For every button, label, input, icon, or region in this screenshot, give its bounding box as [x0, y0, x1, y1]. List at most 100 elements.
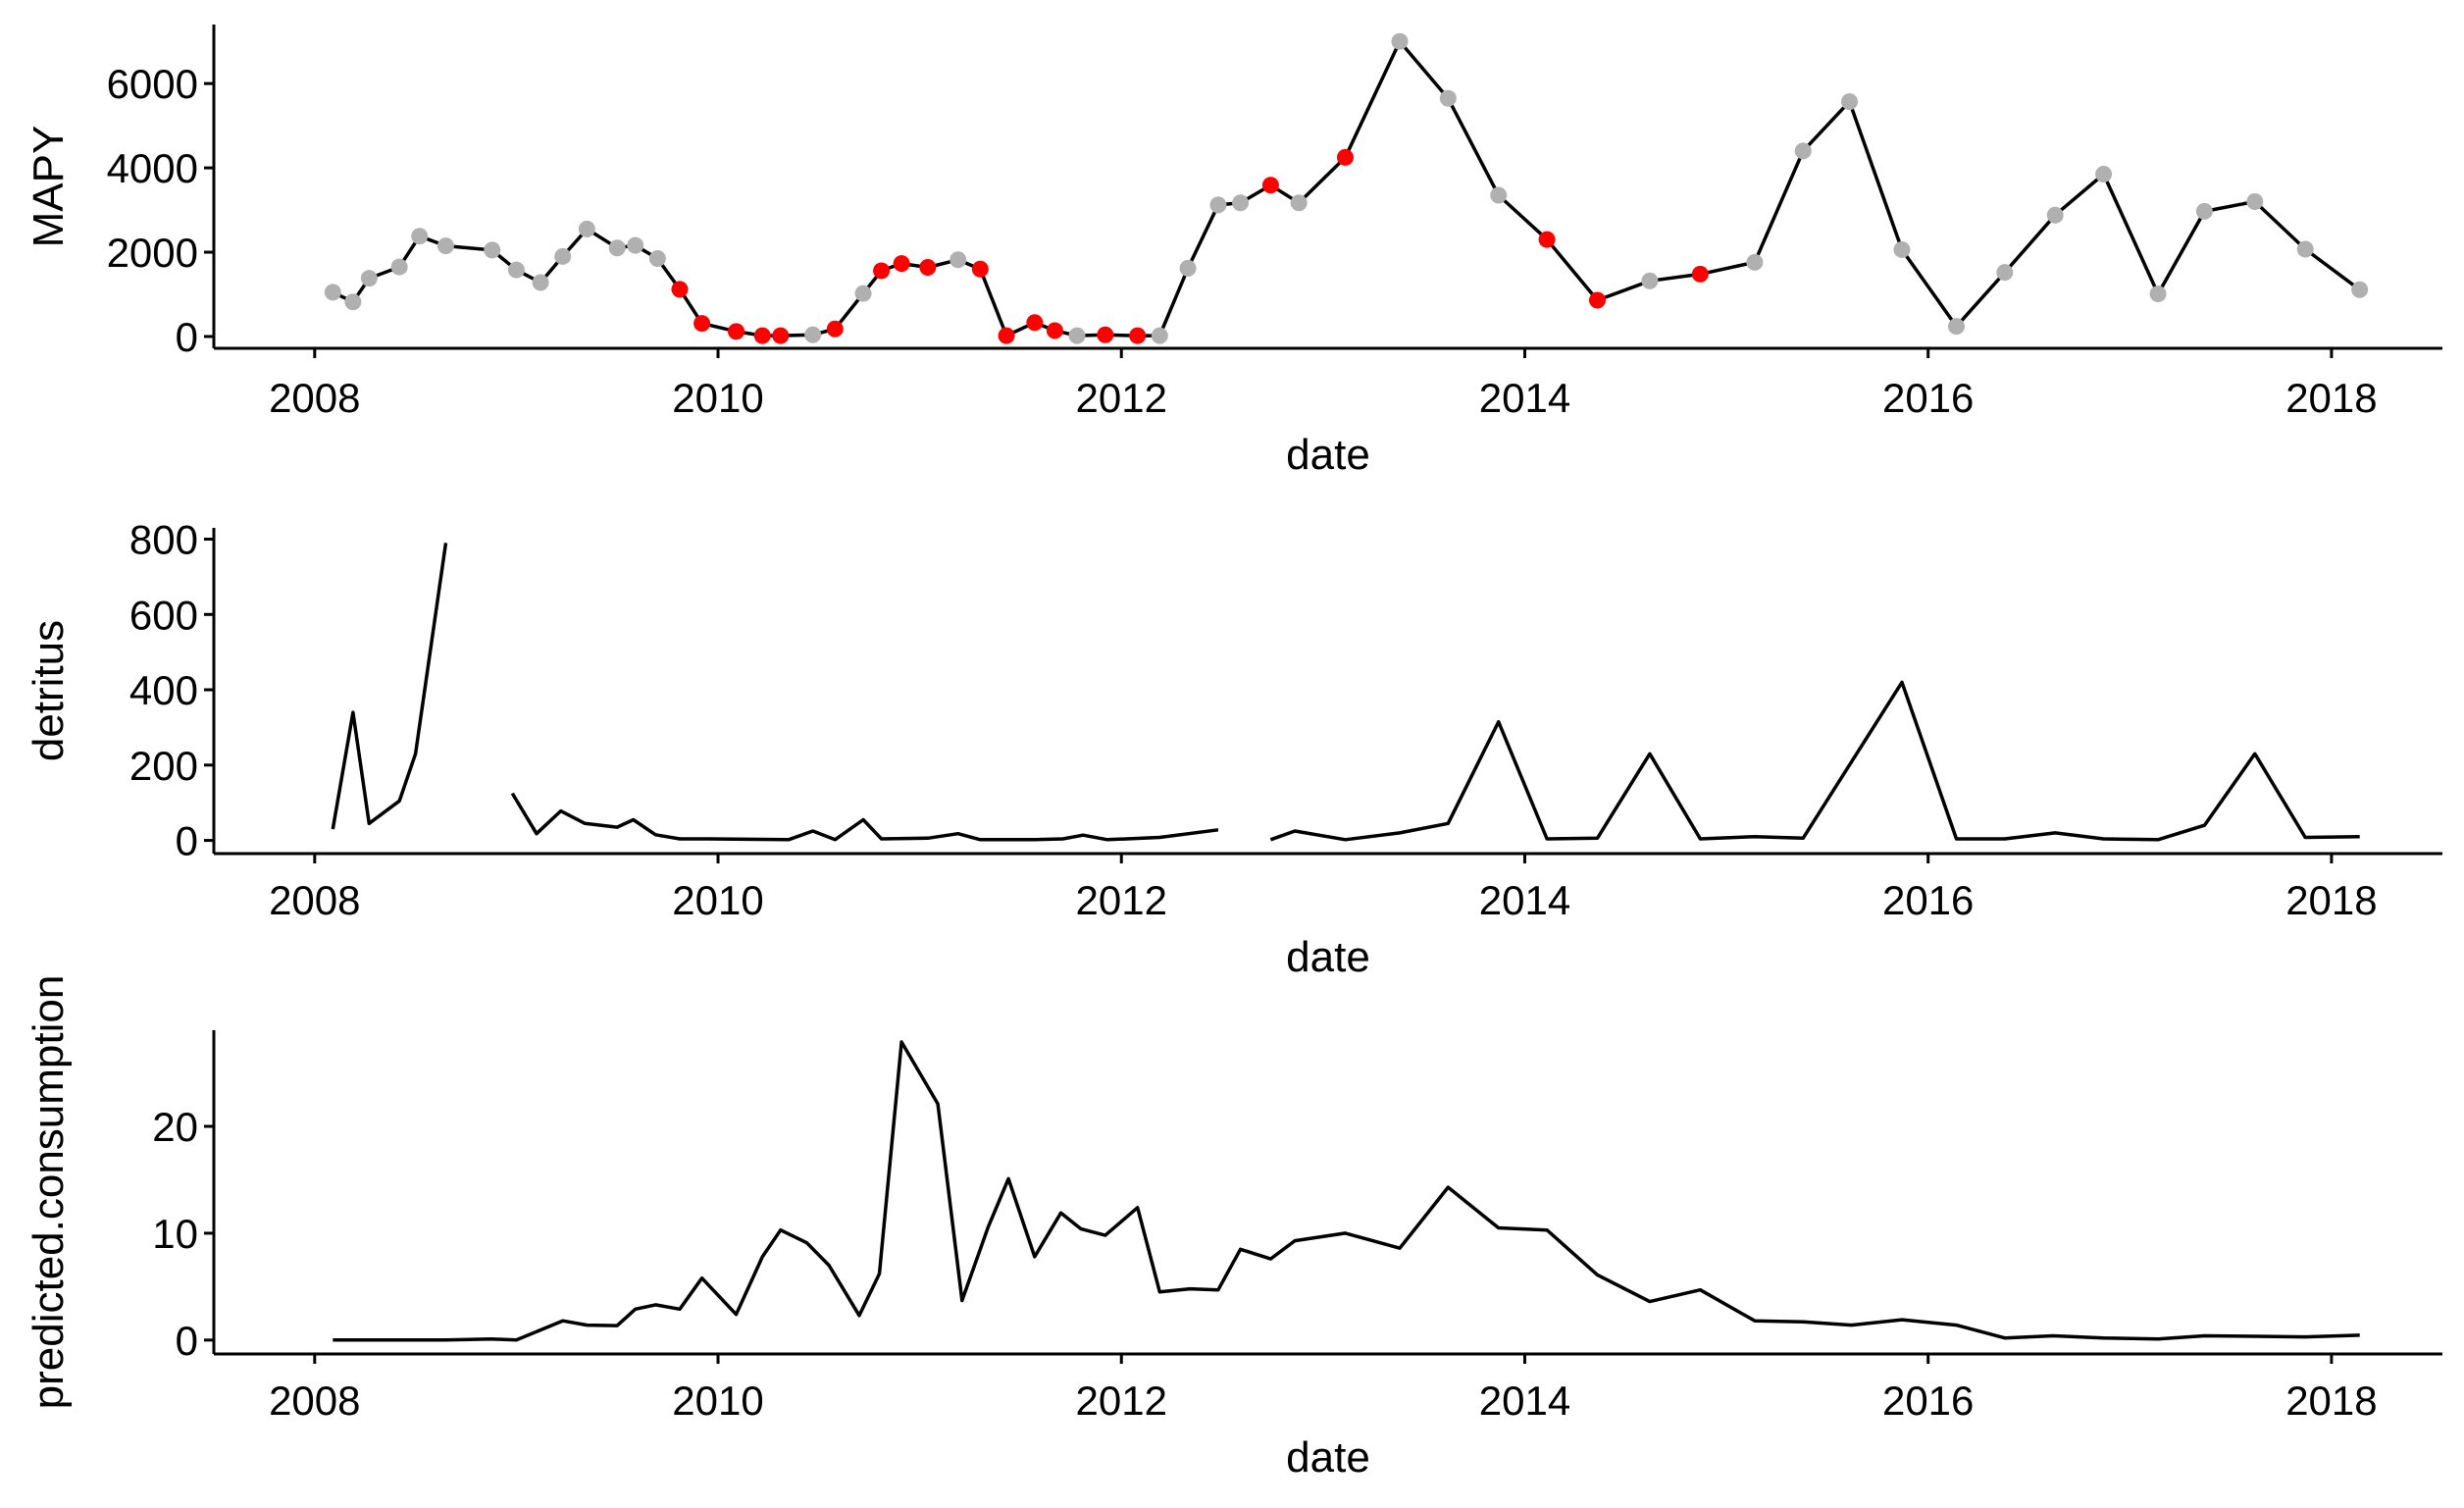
- data-point-grey: [360, 270, 378, 287]
- data-point-red: [1691, 265, 1709, 283]
- data-point-grey: [804, 326, 822, 343]
- x-tick-label: 2016: [1882, 877, 1974, 923]
- y-tick-label: 0: [176, 818, 198, 864]
- data-point-grey: [1209, 196, 1227, 214]
- x-tick-label: 2008: [269, 1378, 360, 1424]
- data-point-grey: [411, 228, 429, 245]
- data-point-grey: [854, 285, 872, 302]
- data-point-grey: [1068, 327, 1086, 344]
- data-point-red: [1026, 314, 1044, 332]
- x-tick-label: 2014: [1479, 375, 1570, 421]
- data-point-grey: [1746, 253, 1764, 271]
- x-tick-label: 2018: [2285, 877, 2377, 923]
- x-tick-label: 2008: [269, 877, 360, 923]
- y-axis-title: MAPY: [25, 126, 73, 248]
- data-point-grey: [1947, 318, 1965, 336]
- data-point-grey: [1490, 186, 1508, 204]
- x-tick-label: 2012: [1076, 375, 1167, 421]
- data-point-grey: [2246, 192, 2264, 210]
- data-point-red: [971, 260, 989, 278]
- data-point-grey: [578, 220, 595, 237]
- data-point-red: [998, 327, 1015, 344]
- x-tick-label: 2010: [672, 375, 763, 421]
- data-point-grey: [2095, 166, 2113, 183]
- data-point-red: [826, 320, 844, 338]
- data-point-grey: [390, 258, 408, 276]
- series-line-segment-2: [510, 792, 1219, 842]
- data-point-red: [1046, 322, 1063, 339]
- series-line-segment-1: [332, 39, 2361, 338]
- y-tick-label: 600: [129, 592, 198, 638]
- x-tick-label: 2018: [2285, 375, 2377, 421]
- data-point-red: [693, 315, 711, 333]
- data-point-grey: [1893, 240, 1911, 258]
- x-tick-label: 2014: [1479, 877, 1570, 923]
- data-point-grey: [532, 274, 549, 291]
- x-tick-label: 2016: [1882, 1378, 1974, 1424]
- panel-1: 0 2000 4000 6000 2008 2010 2012 2014 2016 2018 dat…: [25, 25, 2442, 479]
- x-tick-label: 2010: [672, 1378, 763, 1424]
- data-point-grey: [1439, 89, 1457, 107]
- data-point-grey: [627, 236, 644, 254]
- data-point-red: [772, 327, 790, 344]
- data-point-grey: [507, 261, 525, 279]
- data-point-grey: [950, 251, 967, 269]
- series-line-segment-1: [331, 543, 448, 830]
- data-point-grey: [1179, 259, 1197, 277]
- y-tick-label: 10: [152, 1211, 198, 1257]
- data-point-red: [1129, 327, 1147, 344]
- data-point-red: [1336, 148, 1354, 166]
- y-axis-title: predicted.consumption: [25, 975, 73, 1410]
- series-line-segment-3: [1269, 680, 2360, 842]
- data-point-grey: [484, 241, 501, 259]
- data-point-red: [873, 262, 891, 280]
- data-point-grey: [2195, 202, 2213, 220]
- data-point-grey: [1794, 142, 1812, 160]
- y-axis-title: detritus: [25, 620, 73, 761]
- panel-2: 0 200 400 600 800 2008 2010 2012 2014 2016 2018 dat…: [25, 517, 2442, 981]
- data-point-red: [1097, 326, 1114, 343]
- y-tick-label: 20: [152, 1104, 198, 1150]
- x-tick-label: 2018: [2285, 1378, 2377, 1424]
- y-tick-label: 2000: [107, 230, 198, 276]
- data-point-grey: [2296, 240, 2314, 258]
- data-point-grey: [1391, 32, 1409, 50]
- data-point-grey: [344, 293, 362, 311]
- data-point-grey: [436, 237, 454, 255]
- data-point-grey: [324, 284, 341, 301]
- y-tick-label: 200: [129, 743, 198, 789]
- data-point-red: [1538, 231, 1556, 248]
- y-tick-label: 6000: [107, 61, 198, 107]
- y-tick-label: 4000: [107, 145, 198, 191]
- data-point-grey: [1290, 194, 1308, 212]
- data-point-red: [671, 281, 689, 298]
- x-tick-label: 2008: [269, 375, 360, 421]
- data-point-grey: [2149, 286, 2167, 303]
- data-point-grey: [1232, 194, 1250, 212]
- data-point-grey: [554, 247, 572, 265]
- data-point-red: [919, 259, 937, 276]
- data-point-grey: [2351, 281, 2369, 298]
- x-axis-title: date: [1286, 431, 1370, 479]
- y-tick-label: 800: [129, 517, 198, 563]
- y-tick-label: 0: [176, 314, 198, 360]
- data-point-red: [753, 327, 771, 344]
- series-line-segment-1: [333, 1040, 2360, 1342]
- data-point-grey: [1641, 272, 1659, 289]
- y-tick-label: 0: [176, 1318, 198, 1364]
- data-point-grey: [608, 239, 626, 257]
- y-tick-label: 400: [129, 667, 198, 713]
- data-point-red: [1588, 291, 1606, 309]
- data-point-red: [893, 255, 910, 273]
- data-point-red: [728, 323, 745, 340]
- data-point-grey: [648, 249, 666, 267]
- x-tick-label: 2012: [1076, 1378, 1167, 1424]
- data-point-grey: [2046, 206, 2064, 224]
- data-point-grey: [1151, 327, 1168, 344]
- data-point-grey: [1996, 264, 2014, 282]
- x-tick-label: 2010: [672, 877, 763, 923]
- panel-3: 0 10 20 2008 2010 2012 2014 2016 2018 date predict…: [25, 975, 2442, 1482]
- data-point-red: [1261, 177, 1279, 194]
- data-point-grey: [1841, 93, 1859, 111]
